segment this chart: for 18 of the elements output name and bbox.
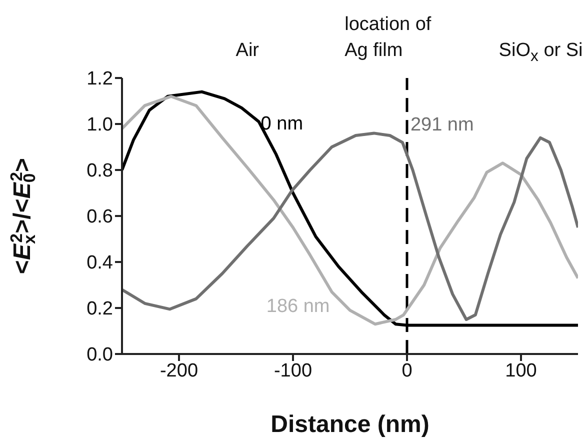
series-label: 186 nm <box>266 296 330 317</box>
y-tick-label: 0.2 <box>86 298 113 320</box>
y-tick-label: 0.8 <box>86 160 113 182</box>
x-tick-label: -200 <box>160 360 198 382</box>
series-label: 291 nm <box>410 114 474 136</box>
line-series <box>122 132 578 321</box>
x-axis-title: Distance (nm) <box>270 411 430 438</box>
y-tick-label: 0.6 <box>86 206 113 228</box>
text: SiO$_{x}$ or Si <box>498 40 583 65</box>
x-tick-label: 100 <box>505 360 537 382</box>
text: location of Ag film <box>344 14 432 61</box>
x-tick-label: -100 <box>274 360 312 382</box>
y-tick-label: 1.0 <box>86 114 113 136</box>
y-tick-label: 0.4 <box>86 252 114 274</box>
text: Air <box>236 40 260 61</box>
y-tick-label: 1.2 <box>86 68 113 90</box>
x-tick-label: 0 <box>402 360 412 382</box>
y-tick-label: 0.0 <box>86 344 113 366</box>
